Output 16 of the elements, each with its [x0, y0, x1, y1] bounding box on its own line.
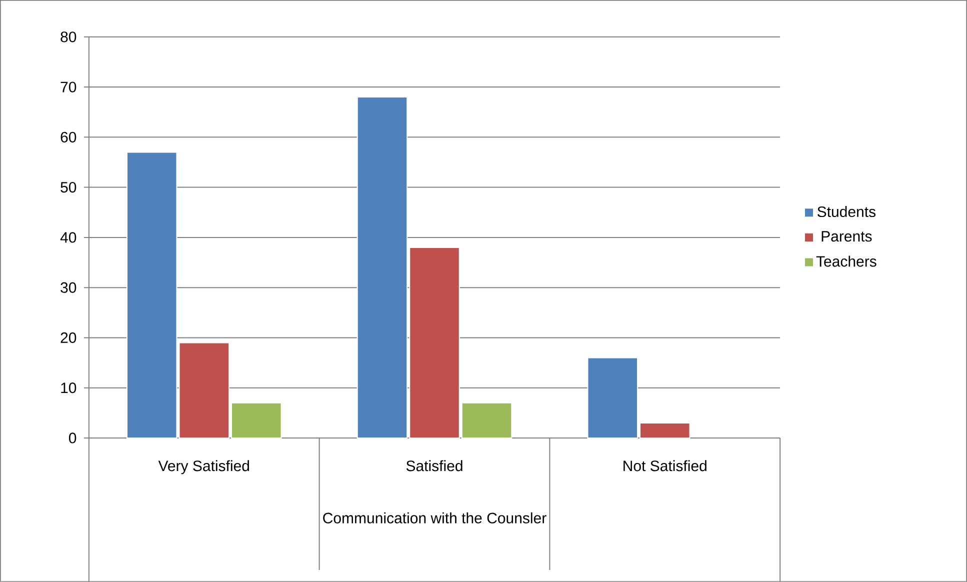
x-tick-label: Not Satisfied [624, 460, 706, 472]
y-tick-label: 40 [60, 232, 76, 243]
x-tick-label: Satisfied [406, 460, 462, 472]
y-tick-label: 80 [60, 32, 76, 42]
y-tick-label: 60 [60, 132, 76, 143]
y-tick-label: 0 [68, 432, 76, 444]
y-tick-label: 50 [60, 182, 76, 193]
x-axis-title: Communication with the Counsler [323, 512, 546, 524]
legend-label: Parents [822, 231, 872, 242]
y-tick-label: 30 [60, 282, 76, 293]
legend-label: Teachers [816, 256, 876, 267]
y-tick-label: 10 [61, 382, 76, 394]
y-tick-label: 20 [60, 332, 76, 344]
y-tick-label: 70 [60, 82, 76, 92]
x-tick-label: Very Satisfied [158, 460, 249, 474]
legend-label: Students [818, 206, 876, 218]
